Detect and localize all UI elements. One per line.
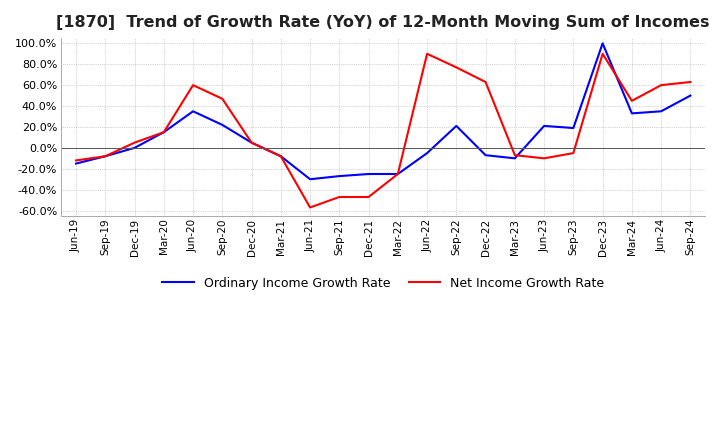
Line: Net Income Growth Rate: Net Income Growth Rate — [76, 54, 690, 208]
Ordinary Income Growth Rate — [569, 125, 577, 131]
Ordinary Income Growth Rate — [452, 123, 461, 128]
Net Income Growth Rate — [72, 158, 81, 163]
Ordinary Income Growth Rate — [101, 154, 109, 159]
Net Income Growth Rate — [452, 65, 461, 70]
Net Income Growth Rate — [510, 153, 519, 158]
Ordinary Income Growth Rate — [189, 109, 197, 114]
Net Income Growth Rate — [364, 194, 373, 200]
Net Income Growth Rate — [394, 171, 402, 176]
Ordinary Income Growth Rate — [481, 153, 490, 158]
Line: Ordinary Income Growth Rate: Ordinary Income Growth Rate — [76, 43, 690, 179]
Net Income Growth Rate — [306, 205, 315, 210]
Net Income Growth Rate — [540, 156, 549, 161]
Net Income Growth Rate — [569, 150, 577, 156]
Ordinary Income Growth Rate — [657, 109, 665, 114]
Ordinary Income Growth Rate — [423, 150, 431, 156]
Net Income Growth Rate — [160, 129, 168, 135]
Net Income Growth Rate — [247, 140, 256, 145]
Net Income Growth Rate — [218, 96, 227, 101]
Net Income Growth Rate — [657, 83, 665, 88]
Ordinary Income Growth Rate — [628, 111, 636, 116]
Ordinary Income Growth Rate — [335, 173, 343, 179]
Net Income Growth Rate — [130, 140, 139, 145]
Net Income Growth Rate — [101, 154, 109, 159]
Ordinary Income Growth Rate — [598, 40, 607, 46]
Ordinary Income Growth Rate — [218, 122, 227, 128]
Ordinary Income Growth Rate — [686, 93, 695, 98]
Legend: Ordinary Income Growth Rate, Net Income Growth Rate: Ordinary Income Growth Rate, Net Income … — [157, 272, 609, 295]
Title: [1870]  Trend of Growth Rate (YoY) of 12-Month Moving Sum of Incomes: [1870] Trend of Growth Rate (YoY) of 12-… — [56, 15, 710, 30]
Ordinary Income Growth Rate — [364, 171, 373, 176]
Net Income Growth Rate — [481, 79, 490, 84]
Ordinary Income Growth Rate — [160, 129, 168, 135]
Net Income Growth Rate — [686, 79, 695, 84]
Ordinary Income Growth Rate — [247, 140, 256, 145]
Ordinary Income Growth Rate — [540, 123, 549, 128]
Net Income Growth Rate — [276, 154, 285, 159]
Ordinary Income Growth Rate — [306, 176, 315, 182]
Net Income Growth Rate — [628, 98, 636, 103]
Net Income Growth Rate — [423, 51, 431, 56]
Ordinary Income Growth Rate — [510, 156, 519, 161]
Net Income Growth Rate — [598, 51, 607, 56]
Ordinary Income Growth Rate — [130, 145, 139, 150]
Ordinary Income Growth Rate — [394, 171, 402, 176]
Net Income Growth Rate — [335, 194, 343, 200]
Net Income Growth Rate — [189, 83, 197, 88]
Ordinary Income Growth Rate — [72, 161, 81, 166]
Ordinary Income Growth Rate — [276, 154, 285, 159]
